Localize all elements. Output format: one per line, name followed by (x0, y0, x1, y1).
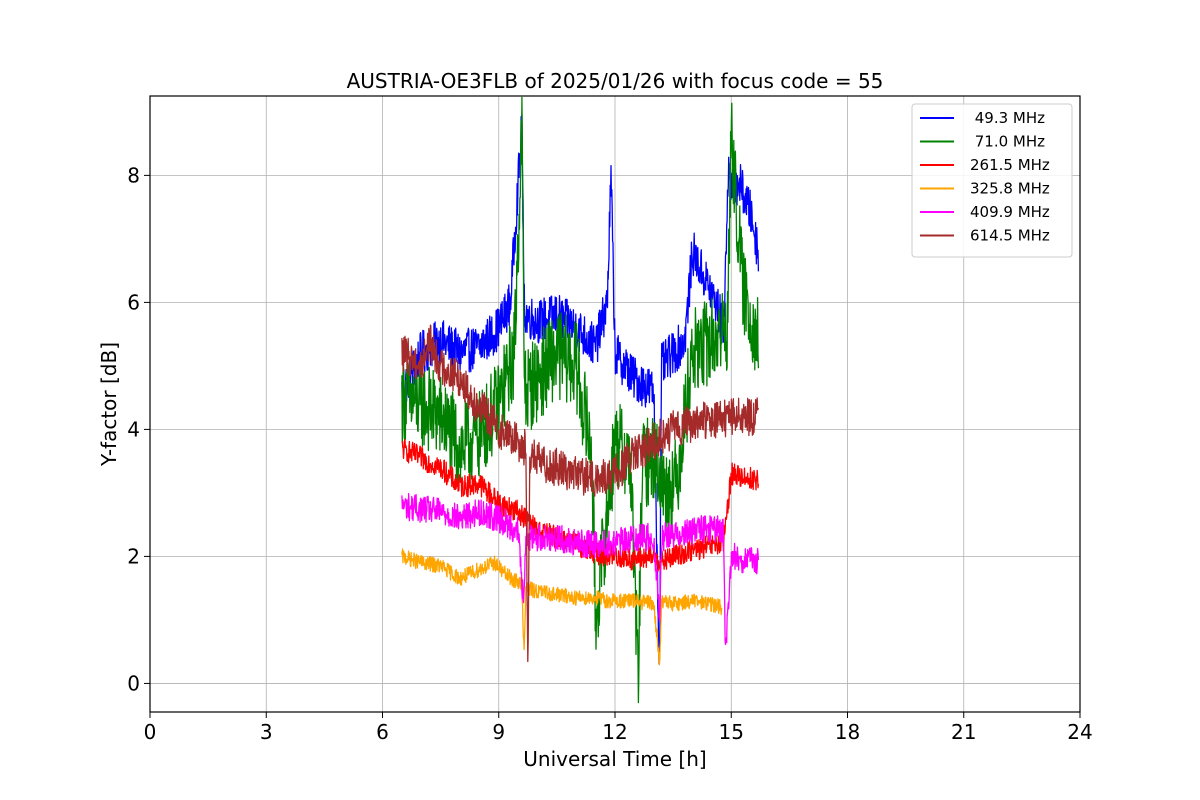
legend-label: 614.5 MHz (970, 227, 1050, 245)
y-tick-label: 0 (127, 671, 140, 695)
x-tick-label: 15 (719, 720, 744, 744)
legend-label: 325.8 MHz (970, 180, 1050, 198)
legend: 49.3 MHz 71.0 MHz 261.5 MHz 325.8 MHz 409.9… (911, 103, 1073, 258)
x-tick-label: 3 (260, 720, 273, 744)
x-tick-label: 21 (951, 720, 976, 744)
x-tick-label: 18 (835, 720, 860, 744)
x-tick-label: 9 (492, 720, 505, 744)
legend-label: 71.0 MHz (970, 133, 1045, 151)
y-tick-label: 6 (127, 290, 140, 314)
x-tick-label: 24 (1067, 720, 1092, 744)
chart-title: AUSTRIA-OE3FLB of 2025/01/26 with focus … (347, 69, 884, 93)
series-layer (401, 96, 760, 704)
legend-label: 409.9 MHz (970, 203, 1050, 221)
y-tick-label: 4 (127, 417, 140, 441)
x-axis-label: Universal Time [h] (523, 747, 706, 771)
x-tick-label: 12 (602, 720, 627, 744)
x-tick-label: 6 (376, 720, 389, 744)
y-tick-label: 2 (127, 544, 140, 568)
legend-label: 261.5 MHz (970, 156, 1050, 174)
series-line (401, 96, 760, 704)
legend-label: 49.3 MHz (970, 109, 1045, 127)
y-tick-label: 8 (127, 163, 140, 187)
y-axis-label: Y-factor [dB] (97, 342, 121, 467)
x-tick-label: 0 (144, 720, 157, 744)
